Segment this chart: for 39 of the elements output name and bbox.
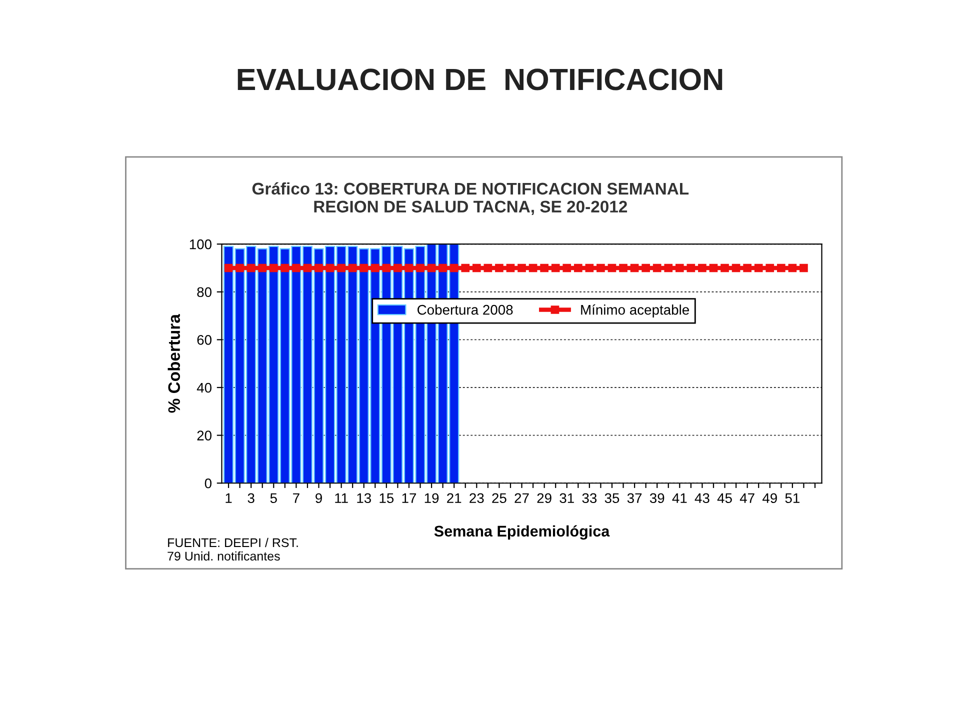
y-tick-label: 100 <box>190 239 212 250</box>
x-tick-label: 33 <box>582 493 597 504</box>
y-tick-label: 0 <box>204 478 212 488</box>
x-tick-label: 39 <box>650 493 664 504</box>
x-tick-label: 25 <box>492 493 506 504</box>
x-tick-label: 35 <box>604 493 620 504</box>
y-tick-label: 80 <box>197 287 212 298</box>
chart-subtitle: Gráfico 13: COBERTURA DE NOTIFICACION SEMANAL REGION DE SALUD TACNA, SE 20-2012 <box>252 182 689 215</box>
x-tick-label: 17 <box>402 493 416 503</box>
y-axis-title: % Cobertura <box>168 314 180 413</box>
x-tick-label: 45 <box>717 493 732 504</box>
y-tick-label: 60 <box>197 335 212 345</box>
x-tick-label: 23 <box>470 493 484 504</box>
x-tick-label: 3 <box>248 493 254 504</box>
x-tick-label: 7 <box>293 493 300 503</box>
source-note: FUENTE: DEEPI / RST. 79 Unid. notificantes <box>168 538 298 561</box>
x-tick-label: 21 <box>447 493 462 503</box>
x-tick-label: 19 <box>424 493 439 504</box>
y-tick-label: 20 <box>197 430 212 440</box>
x-tick-label: 13 <box>357 493 371 504</box>
x-axis-title: Semana Epidemiológica <box>434 525 610 540</box>
x-tick-label: 5 <box>270 493 277 504</box>
x-tick-label: 9 <box>316 493 322 504</box>
x-tick-label: 47 <box>740 493 754 503</box>
x-tick-label: 51 <box>785 493 800 504</box>
x-tick-label: 29 <box>537 493 552 504</box>
x-tick-label: 27 <box>514 493 529 503</box>
x-tick-label: 49 <box>762 493 777 504</box>
x-tick-label: 31 <box>560 493 574 504</box>
chart-title: EVALUACION DE NOTIFICACION <box>238 68 722 90</box>
x-tick-label: 11 <box>335 493 348 503</box>
x-tick-label: 1 <box>226 493 232 503</box>
y-tick-label: 40 <box>196 382 212 393</box>
x-tick-label: 43 <box>694 493 710 504</box>
legend-label: Mínimo aceptable <box>581 304 689 318</box>
x-tick-label: 41 <box>672 493 687 503</box>
x-tick-label: 37 <box>627 493 642 504</box>
legend-label: Cobertura 2008 <box>418 304 513 315</box>
x-tick-label: 15 <box>380 493 394 504</box>
